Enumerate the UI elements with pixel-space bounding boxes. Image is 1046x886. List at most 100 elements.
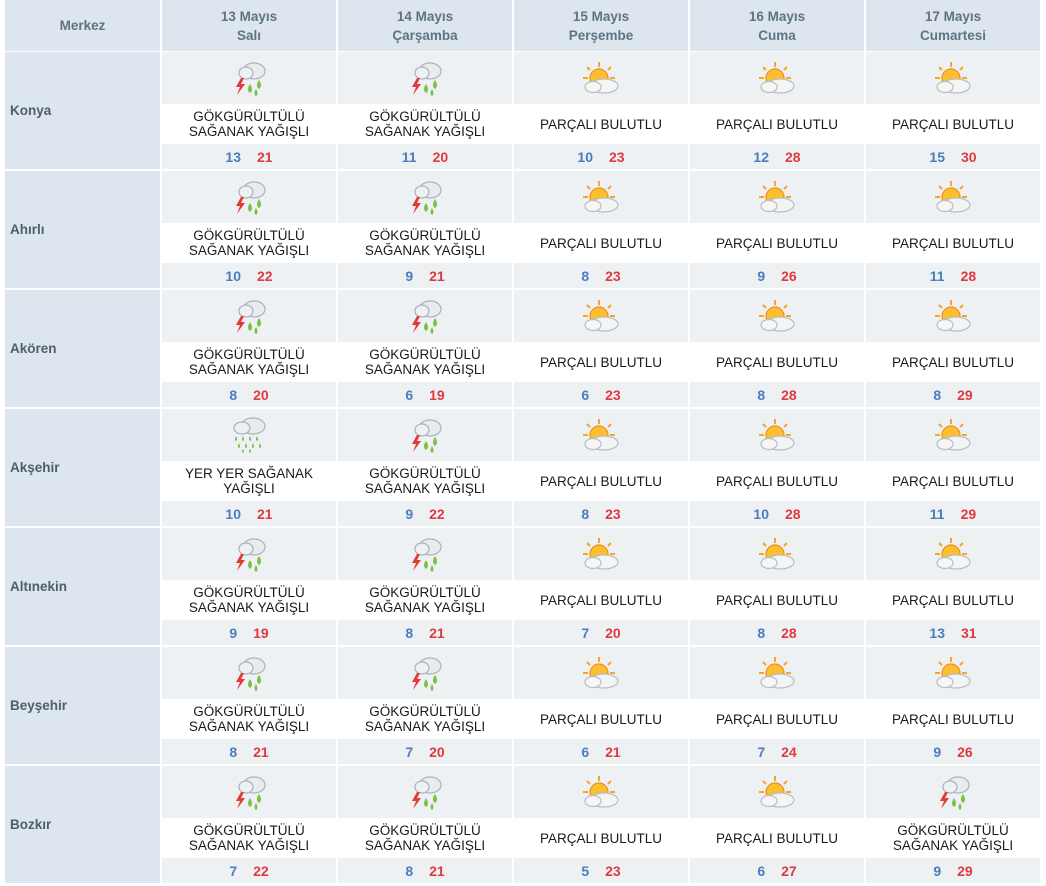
weather-description: PARÇALI BULUTLU (514, 223, 688, 263)
max-temperature: 23 (609, 148, 625, 165)
weather-icon-area (514, 528, 688, 580)
weather-description: GÖKGÜRÜLTÜLÜ SAĞANAK YAĞIŞLI (338, 461, 512, 501)
min-temperature: 11 (929, 505, 945, 522)
weather-icon-area (690, 171, 864, 223)
partly-cloudy-icon (755, 58, 799, 98)
day-header: 13 Mayıs Salı (162, 0, 336, 52)
temperature-range: 13 21 (162, 144, 336, 169)
weather-icon-area (866, 528, 1040, 580)
temperature-range: 8 23 (514, 501, 688, 526)
weather-icon-area (866, 409, 1040, 461)
forecast-cell: PARÇALI BULUTLU 8 29 (866, 290, 1040, 409)
weather-icon-area (162, 52, 336, 104)
thunderstorm-icon (229, 772, 269, 812)
max-temperature: 23 (605, 862, 621, 879)
day-weekday: Perşembe (568, 27, 634, 43)
forecast-cell: GÖKGÜRÜLTÜLÜ SAĞANAK YAĞIŞLI 13 21 (162, 52, 336, 171)
weather-icon-area (162, 409, 336, 461)
min-temperature: 11 (929, 267, 945, 284)
merkez-label: Merkez (59, 18, 106, 33)
weather-description: PARÇALI BULUTLU (866, 580, 1040, 620)
max-temperature: 21 (257, 148, 273, 165)
min-temperature: 12 (753, 148, 769, 165)
thunderstorm-icon (229, 177, 269, 217)
day-weekday: Cumartesi (919, 27, 987, 43)
forecast-table: Merkez 13 Mayıs Salı 14 Mayıs Çarşamba 1… (5, 0, 1041, 885)
partly-cloudy-icon (931, 58, 975, 98)
day-date: 17 Mayıs (924, 8, 982, 24)
weather-icon-area (866, 766, 1040, 818)
min-temperature: 15 (929, 148, 945, 165)
weather-description: PARÇALI BULUTLU (514, 699, 688, 739)
max-temperature: 29 (957, 862, 973, 879)
min-temperature: 9 (933, 743, 942, 760)
partly-cloudy-icon (579, 177, 623, 217)
weather-description: YER YER SAĞANAK YAĞIŞLI (162, 461, 336, 501)
temperature-range: 8 23 (514, 263, 688, 288)
weather-icon-area (866, 171, 1040, 223)
forecast-cell: GÖKGÜRÜLTÜLÜ SAĞANAK YAĞIŞLI 7 20 (338, 647, 512, 766)
thunderstorm-icon (229, 58, 269, 98)
min-temperature: 7 (581, 624, 590, 641)
max-temperature: 26 (781, 267, 797, 284)
partly-cloudy-icon (579, 653, 623, 693)
weather-description: GÖKGÜRÜLTÜLÜ SAĞANAK YAĞIŞLI (338, 580, 512, 620)
forecast-cell: PARÇALI BULUTLU 11 29 (866, 409, 1040, 528)
min-temperature: 7 (229, 862, 238, 879)
forecast-cell: PARÇALI BULUTLU 6 23 (514, 290, 688, 409)
weather-description: GÖKGÜRÜLTÜLÜ SAĞANAK YAĞIŞLI (338, 342, 512, 382)
temperature-range: 7 24 (690, 739, 864, 764)
max-temperature: 21 (605, 743, 621, 760)
min-temperature: 9 (229, 624, 238, 641)
weather-description: PARÇALI BULUTLU (514, 104, 688, 144)
min-temperature: 5 (581, 862, 590, 879)
temperature-range: 7 22 (162, 858, 336, 883)
thunderstorm-icon (405, 534, 445, 574)
weather-description: PARÇALI BULUTLU (690, 461, 864, 501)
forecast-cell: PARÇALI BULUTLU 10 28 (690, 409, 864, 528)
thunderstorm-icon (933, 772, 973, 812)
temperature-range: 8 21 (338, 858, 512, 883)
weather-description: PARÇALI BULUTLU (690, 104, 864, 144)
temperature-range: 13 31 (866, 620, 1040, 645)
min-temperature: 10 (753, 505, 769, 522)
thunderstorm-icon (229, 296, 269, 336)
day-header: 14 Mayıs Çarşamba (338, 0, 512, 52)
max-temperature: 29 (960, 505, 977, 522)
min-temperature: 7 (405, 743, 414, 760)
temperature-range: 8 21 (338, 620, 512, 645)
temperature-range: 9 21 (338, 263, 512, 288)
max-temperature: 28 (781, 386, 797, 403)
weather-description: PARÇALI BULUTLU (514, 818, 688, 858)
thunderstorm-icon (405, 415, 445, 455)
temperature-range: 9 26 (866, 739, 1040, 764)
temperature-range: 11 20 (338, 144, 512, 169)
min-temperature: 10 (225, 505, 241, 522)
weather-icon-area (690, 52, 864, 104)
weather-description: PARÇALI BULUTLU (690, 223, 864, 263)
min-temperature: 8 (757, 624, 766, 641)
weather-description: GÖKGÜRÜLTÜLÜ SAĞANAK YAĞIŞLI (866, 818, 1040, 858)
max-temperature: 20 (605, 624, 621, 641)
day-header: 16 Mayıs Cuma (690, 0, 864, 52)
max-temperature: 22 (253, 862, 269, 879)
day-date: 15 Mayıs (572, 8, 630, 24)
thunderstorm-icon (405, 58, 445, 98)
partly-cloudy-icon (755, 177, 799, 217)
weather-icon-area (866, 647, 1040, 699)
weather-icon-area (514, 290, 688, 342)
city-name: Akşehir (5, 409, 160, 528)
weather-description: PARÇALI BULUTLU (514, 461, 688, 501)
weather-description: PARÇALI BULUTLU (866, 461, 1040, 501)
day-date: 13 Mayıs (220, 8, 278, 24)
forecast-cell: GÖKGÜRÜLTÜLÜ SAĞANAK YAĞIŞLI 6 19 (338, 290, 512, 409)
max-temperature: 28 (781, 624, 797, 641)
forecast-cell: GÖKGÜRÜLTÜLÜ SAĞANAK YAĞIŞLI 8 21 (338, 766, 512, 885)
min-temperature: 8 (581, 505, 590, 522)
weather-icon-area (690, 528, 864, 580)
partly-cloudy-icon (931, 415, 975, 455)
partly-cloudy-icon (579, 772, 623, 812)
weather-description: PARÇALI BULUTLU (866, 342, 1040, 382)
weather-icon-area (866, 290, 1040, 342)
thunderstorm-icon (405, 177, 445, 217)
